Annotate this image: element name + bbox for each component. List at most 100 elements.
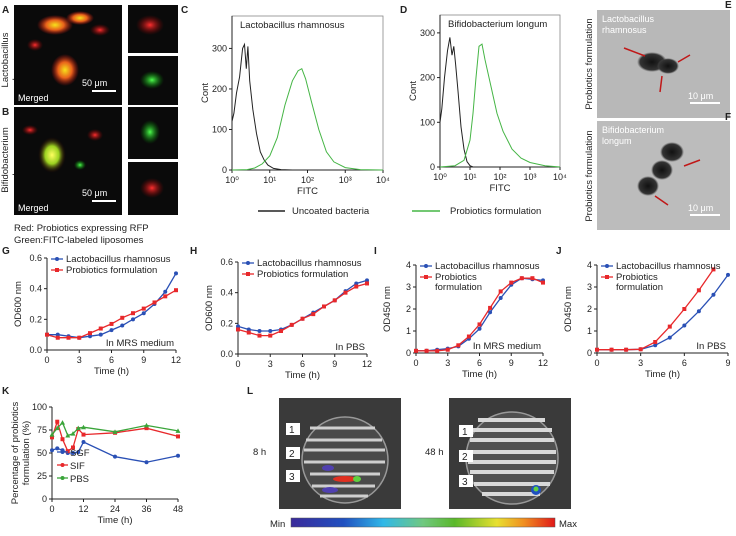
y-axis-label-line: Percentage of probiotics <box>10 402 21 505</box>
merged-micrograph <box>14 107 122 215</box>
data-point <box>120 315 125 320</box>
data-point <box>131 317 135 322</box>
legend-uncoated: Uncoated bacteria <box>292 206 370 217</box>
series-line <box>237 282 368 337</box>
legend-label: Probiotics formulation <box>435 272 482 293</box>
data-point <box>50 435 54 440</box>
data-point <box>246 327 251 332</box>
data-point <box>236 324 240 329</box>
panel-e: E Probiotics formulation Lactobacillus rh… <box>584 0 732 118</box>
data-point <box>279 329 283 333</box>
data-point <box>55 335 60 340</box>
legend-label-line: formulation <box>435 282 482 293</box>
x-tick-label: 3 <box>638 358 643 368</box>
data-point <box>81 424 86 430</box>
region-1: 1 <box>289 425 295 436</box>
legend-label-line: Probiotics <box>616 272 658 283</box>
data-point <box>174 288 178 293</box>
chart-annotation: In MRS medium <box>106 338 174 349</box>
data-point <box>311 312 316 317</box>
y-tick-label: 3 <box>406 282 411 292</box>
data-point <box>509 280 514 285</box>
panel-label: B <box>2 107 9 118</box>
data-point <box>50 448 54 453</box>
data-point <box>414 348 418 353</box>
series-line <box>47 272 177 339</box>
data-point <box>70 431 76 436</box>
data-point <box>667 324 672 329</box>
chart-j: 0 1 2 3 4 0 3 6 9 Time (h) OD450 nm In PBS Lactobaci… <box>563 260 731 380</box>
panel-label-k: K <box>2 386 10 397</box>
x-tick-label: 6 <box>477 358 482 368</box>
data-point <box>131 311 135 316</box>
x-tick-label: 3 <box>77 355 82 365</box>
series-line <box>237 279 368 332</box>
y-axis-label: OD600 nm <box>204 285 215 331</box>
y-tick-label: 0 <box>42 494 47 504</box>
data-point <box>498 289 503 294</box>
data-point <box>236 327 240 332</box>
colorbar <box>290 517 556 528</box>
panel-label-c: C <box>181 5 188 16</box>
x-tick-label: 6 <box>109 355 114 365</box>
x-tick-label: 10¹ <box>463 172 476 182</box>
y-axis-label: OD600 nm <box>13 281 24 327</box>
scale-bar <box>92 200 116 202</box>
y-axis-label: OD450 nm <box>382 286 393 332</box>
region-2: 2 <box>289 449 295 460</box>
colorbar-min: Min <box>270 519 285 530</box>
data-point <box>322 304 326 309</box>
legend-label: Lactobacillus rhamnosus <box>66 254 171 265</box>
x-tick-label: 10⁰ <box>225 175 239 185</box>
data-point <box>144 422 149 428</box>
side-label: Probiotics formulation <box>584 18 595 109</box>
panel-label: A <box>2 5 9 16</box>
series-line <box>51 419 179 453</box>
data-point <box>55 419 60 424</box>
x-axis-label: Time (h) <box>285 370 320 381</box>
legend-label: Probiotics formulation <box>66 265 157 276</box>
data-point <box>49 432 55 437</box>
x-tick-label: 12 <box>78 504 88 514</box>
panel-label: E <box>725 0 732 11</box>
data-point <box>109 328 114 333</box>
data-point <box>176 453 180 458</box>
x-tick-label: 48 <box>173 504 183 514</box>
image-title: Bifidobacterium longum <box>602 125 664 146</box>
data-point <box>174 271 178 276</box>
legend-label: PBS <box>70 474 89 485</box>
legend-marker <box>246 272 250 276</box>
data-point <box>98 332 103 337</box>
panel-label-g: G <box>2 246 10 257</box>
y-tick-label: 50 <box>37 448 47 458</box>
data-point <box>530 276 535 281</box>
data-point <box>343 290 348 295</box>
legend-marker <box>55 268 59 272</box>
data-point <box>65 433 71 438</box>
y-tick-label: 0.6 <box>29 253 42 263</box>
data-point <box>638 347 643 352</box>
y-tick-label: 0.4 <box>220 288 233 298</box>
time-label-48h: 48 h <box>425 447 444 458</box>
legend-marker <box>60 450 65 454</box>
data-point <box>257 333 262 338</box>
data-point <box>120 323 125 328</box>
y-axis-label-line: formulation (%) <box>21 421 32 485</box>
data-point <box>477 322 482 327</box>
data-point <box>81 439 86 444</box>
x-tick-label: 10³ <box>339 175 352 185</box>
chart-h: 0.0 0.2 0.4 0.6 0 3 6 9 12 Time (h) OD600 nm In PBS… <box>204 257 372 381</box>
region-3: 3 <box>462 477 468 488</box>
data-point <box>445 347 450 352</box>
x-tick-label: 6 <box>682 358 687 368</box>
data-point <box>60 420 65 425</box>
legend-label: Lactobacillus rhamnosus <box>616 261 721 272</box>
y-tick-label: 200 <box>420 73 435 83</box>
panel-label-j: J <box>556 246 562 257</box>
data-point <box>541 280 545 285</box>
histogram-uncoated <box>439 37 560 168</box>
